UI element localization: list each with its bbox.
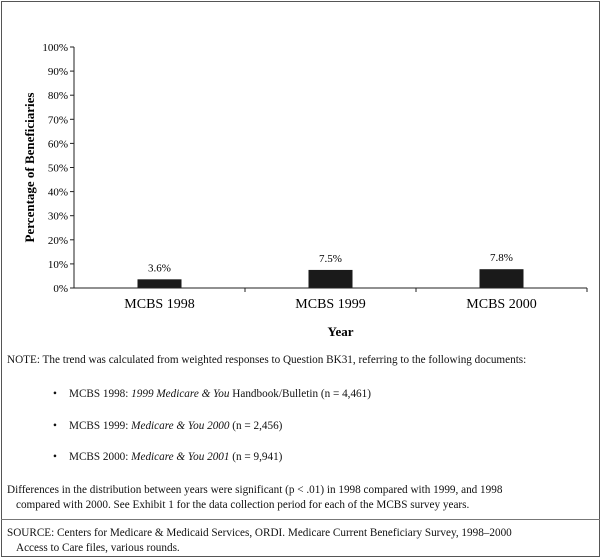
y-tick-label: 30% (48, 211, 68, 223)
bars (137, 269, 524, 288)
bar-mcbs-1998 (137, 279, 182, 288)
note-text: NOTE: The trend was calculated from weig… (7, 354, 527, 366)
source-text-line-2: Access to Care files, various rounds. (16, 542, 180, 554)
y-tick-label: 60% (48, 138, 68, 150)
x-category-label: MCBS 1999 (295, 297, 365, 312)
data-label: 3.6% (148, 262, 171, 274)
bullet-mcbs-1999: • MCBS 1999: Medicare & You 2000 (n = 2,4… (53, 420, 282, 433)
x-axis-title: Year (328, 324, 354, 339)
bar-mcbs-1999 (308, 269, 353, 288)
bullet-symbol: • (53, 388, 57, 400)
differences-text-line-2: compared with 2000. See Exhibit 1 for th… (16, 499, 470, 511)
data-labels: 3.6% 7.5% 7.8% (148, 252, 513, 274)
bullet-prefix: MCBS 1999: (69, 420, 132, 432)
y-tick-label: 0% (53, 283, 68, 295)
data-label: 7.5% (319, 253, 342, 265)
source-divider (1, 519, 600, 520)
bar-mcbs-2000 (479, 269, 524, 288)
y-tick-label: 20% (48, 235, 68, 247)
y-tick-label: 100% (42, 42, 68, 54)
bullet-document-title: Medicare & You 2001 (131, 451, 230, 463)
bullet-suffix: (n = 2,456) (229, 420, 283, 432)
bullet-prefix: MCBS 2000: (69, 451, 132, 463)
y-axis-title: Percentage of Beneficiaries (22, 93, 37, 243)
y-tick-label: 50% (48, 163, 68, 175)
y-tick-label: 80% (48, 90, 68, 102)
bullet-prefix: MCBS 1998: (69, 388, 132, 400)
bullet-symbol: • (53, 451, 57, 463)
differences-text-line-1: Differences in the distribution between … (7, 484, 503, 496)
y-tick-label: 40% (48, 187, 68, 199)
bullet-document-title: 1999 Medicare & You (131, 388, 230, 400)
x-category-label: MCBS 1998 (124, 297, 194, 312)
y-tick-label: 90% (48, 66, 68, 78)
x-category-label: MCBS 2000 (466, 297, 536, 312)
bullet-document-title: Medicare & You 2000 (131, 420, 230, 432)
y-tick-label: 70% (48, 114, 68, 126)
bullet-mcbs-1998: • MCBS 1998: 1999 Medicare & You Handbook… (53, 388, 371, 401)
y-axis-ticks: 0% 10% 20% 30% 40% 50% 60% 70% 80% 90% 100% (42, 42, 74, 295)
bullet-suffix: Handbook/Bulletin (n = 4,461) (229, 388, 371, 400)
y-tick-label: 10% (48, 259, 68, 271)
bullet-symbol: • (53, 420, 57, 432)
data-label: 7.8% (490, 252, 513, 264)
category-labels: MCBS 1998 MCBS 1999 MCBS 2000 (124, 288, 588, 312)
bullet-suffix: (n = 9,941) (229, 451, 283, 463)
source-text-line-1: SOURCE: Centers for Medicare & Medicaid … (7, 527, 512, 539)
bar-chart: 0% 10% 20% 30% 40% 50% 60% 70% 80% 90% 100% 3.6% 7.… (22, 42, 588, 339)
bullet-mcbs-2000: • MCBS 2000: Medicare & You 2001 (n = 9,9… (53, 451, 282, 464)
